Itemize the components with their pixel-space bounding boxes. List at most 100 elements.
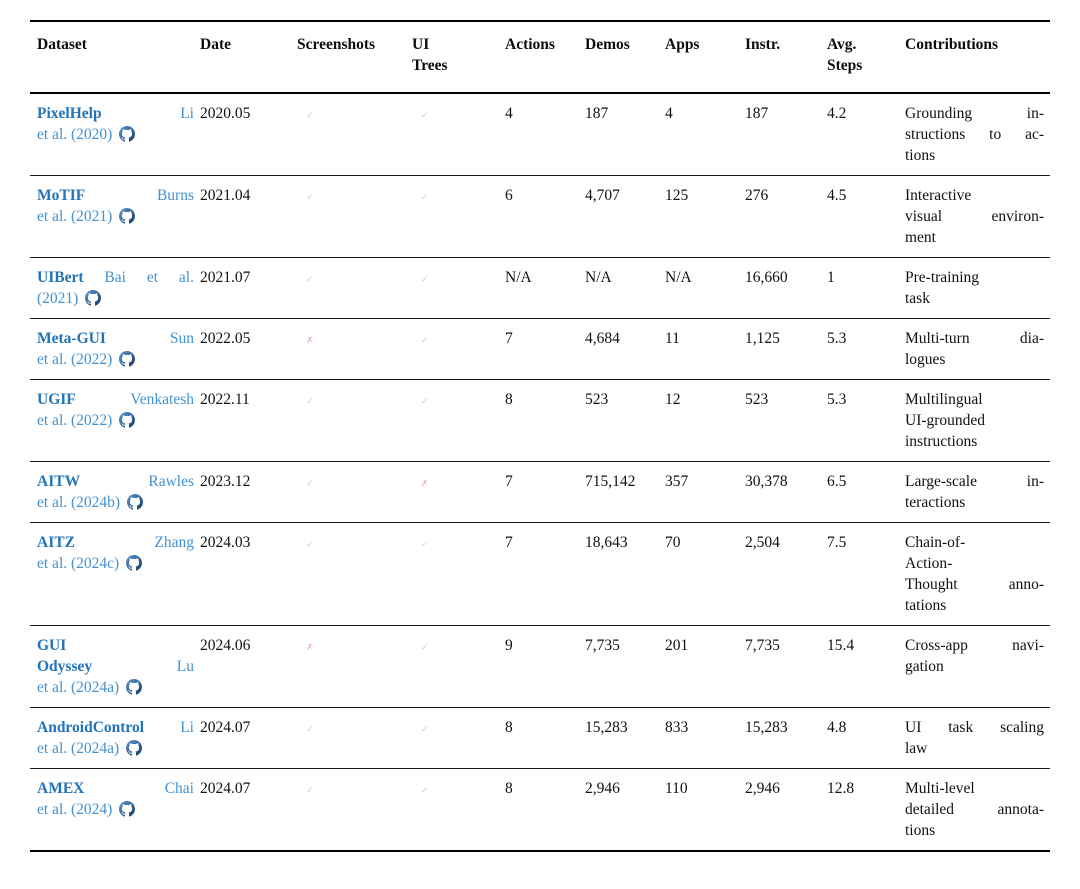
dataset-name-line: AndroidControl Li xyxy=(37,717,194,738)
dataset-name-line: UIBert Bai et al. xyxy=(37,267,194,288)
cell-ui-trees: ✓ xyxy=(412,523,505,626)
citation-link[interactable]: Burns xyxy=(156,187,194,204)
table-row-pixelhelp: PixelHelp Li et al. (2020) 2020.05 ✓ ✓ 4 187 4… xyxy=(30,93,1050,176)
github-icon[interactable] xyxy=(119,412,136,428)
citation-link[interactable]: et al. (2024) xyxy=(37,801,113,818)
github-icon[interactable] xyxy=(126,555,143,571)
dataset-name-link[interactable]: Odyssey xyxy=(37,658,93,675)
cell-avg-steps: 5.3 xyxy=(827,330,847,347)
citation-link[interactable]: (2021) xyxy=(37,290,79,307)
cell-actions: 7 xyxy=(505,330,513,347)
citation-link[interactable]: Sun xyxy=(169,330,194,347)
citation-link[interactable]: et al. (2024c) xyxy=(37,555,120,572)
cross-icon: ✗ xyxy=(306,642,314,652)
col-header-label: Apps xyxy=(665,36,700,53)
cell-screenshots: ✓ xyxy=(297,176,412,258)
dataset-name-link[interactable]: Meta-GUI xyxy=(37,330,106,347)
cell-instr: 1,125 xyxy=(745,330,780,347)
dataset-name-link[interactable]: AndroidControl xyxy=(37,719,145,736)
citation-link[interactable]: et al. (2022) xyxy=(37,351,113,368)
github-icon[interactable] xyxy=(119,351,136,367)
citation-link[interactable]: Rawles xyxy=(148,473,194,490)
dataset-name-link[interactable]: AITZ xyxy=(37,534,75,551)
cell-apps: 110 xyxy=(665,780,688,797)
dataset-name-line: et al. (2021) xyxy=(37,206,194,227)
github-icon[interactable] xyxy=(126,494,143,510)
citation-link[interactable]: Li xyxy=(180,105,194,122)
cell-contributions: Chain-of- Action- Thought anno-tations xyxy=(905,523,1050,626)
dataset-name-line: GUI xyxy=(37,635,194,656)
dataset-name-line: AITW Rawles xyxy=(37,471,194,492)
dataset-name-line: et al. (2022) xyxy=(37,349,194,370)
table-body: PixelHelp Li et al. (2020) 2020.05 ✓ ✓ 4 187 4… xyxy=(30,93,1050,851)
contribution-line: logues xyxy=(905,351,946,368)
github-icon[interactable] xyxy=(126,679,143,695)
check-icon: ✓ xyxy=(421,396,429,406)
github-icon[interactable] xyxy=(85,290,102,306)
dataset-name-line: et al. (2024c) xyxy=(37,553,194,574)
contribution-line: tions xyxy=(905,147,936,164)
cell-screenshots: ✗ xyxy=(297,319,412,380)
contribution-line: gation xyxy=(905,658,944,675)
col-header-label: Steps xyxy=(827,57,863,74)
citation-link[interactable]: Chai xyxy=(164,780,194,797)
github-icon[interactable] xyxy=(126,740,143,756)
contribution-line: teractions xyxy=(905,494,966,511)
cell-ui-trees: ✓ xyxy=(412,258,505,319)
cell-avg-steps: 12.8 xyxy=(827,780,855,797)
citation-link[interactable]: Li xyxy=(180,719,194,736)
check-icon: ✓ xyxy=(306,724,314,734)
contribution-line: Chain-of- xyxy=(905,534,966,551)
dataset-name-link[interactable]: PixelHelp xyxy=(37,105,102,122)
cell-date: 2023.12 xyxy=(200,473,251,490)
table-row-amex: AMEX Chai et al. (2024) 2024.07 ✓ ✓ 8 2,946 11… xyxy=(30,769,1050,852)
citation-link[interactable]: Zhang xyxy=(154,534,194,551)
cell-contributions: Interactive visual environ-ment xyxy=(905,176,1050,258)
citation-link[interactable]: Venkatesh xyxy=(130,391,194,408)
cell-actions: 4 xyxy=(505,105,513,122)
cross-icon: ✗ xyxy=(421,478,429,488)
citation-link[interactable]: et al. (2024a) xyxy=(37,740,120,757)
cell-ui-trees: ✓ xyxy=(412,319,505,380)
github-icon[interactable] xyxy=(119,208,136,224)
dataset-name-line: Odyssey Lu xyxy=(37,656,194,677)
cell-ui-trees: ✗ xyxy=(412,462,505,523)
contribution-line: visual environ- xyxy=(905,208,1044,225)
check-icon: ✓ xyxy=(421,724,429,734)
dataset-name-line: et al. (2022) xyxy=(37,410,194,431)
citation-link[interactable]: et al. (2024b) xyxy=(37,494,121,511)
dataset-name-line: et al. (2024a) xyxy=(37,738,194,759)
col-header-date: Date xyxy=(200,21,297,93)
cell-actions: 7 xyxy=(505,534,513,551)
citation-link[interactable]: et al. (2024a) xyxy=(37,679,120,696)
contribution-line: ment xyxy=(905,229,936,246)
dataset-name-link[interactable]: GUI xyxy=(37,637,67,654)
dataset-name-link[interactable]: AMEX xyxy=(37,780,85,797)
dataset-name-link[interactable]: AITW xyxy=(37,473,81,490)
table-row-uibert: UIBert Bai et al. (2021) 2021.07 ✓ ✓ N/A N/A N… xyxy=(30,258,1050,319)
citation-link[interactable]: et al. (2022) xyxy=(37,412,113,429)
github-icon[interactable] xyxy=(119,126,136,142)
cell-avg-steps: 7.5 xyxy=(827,534,847,551)
citation-link[interactable]: Lu xyxy=(176,658,194,675)
dataset-name-line: Meta-GUI Sun xyxy=(37,328,194,349)
col-header-apps: Apps xyxy=(665,21,745,93)
cell-apps: 357 xyxy=(665,473,689,490)
citation-link[interactable]: Bai et al. xyxy=(104,269,194,286)
cell-date: 2024.07 xyxy=(200,780,251,797)
cell-screenshots: ✓ xyxy=(297,380,412,462)
cell-contributions: Multi-turn dia-logues xyxy=(905,319,1050,380)
citation-link[interactable]: et al. (2021) xyxy=(37,208,113,225)
cell-instr: 187 xyxy=(745,105,769,122)
dataset-name-link[interactable]: UIBert xyxy=(37,269,84,286)
github-icon[interactable] xyxy=(119,801,136,817)
contribution-line: Interactive xyxy=(905,187,972,204)
cell-avg-steps: 1 xyxy=(827,269,835,286)
cell-actions: 8 xyxy=(505,780,513,797)
citation-link[interactable]: et al. (2020) xyxy=(37,126,113,143)
dataset-name-link[interactable]: UGIF xyxy=(37,391,76,408)
dataset-name-link[interactable]: MoTIF xyxy=(37,187,86,204)
cell-avg-steps: 15.4 xyxy=(827,637,855,654)
cell-date: 2021.07 xyxy=(200,269,251,286)
cell-instr: 523 xyxy=(745,391,769,408)
